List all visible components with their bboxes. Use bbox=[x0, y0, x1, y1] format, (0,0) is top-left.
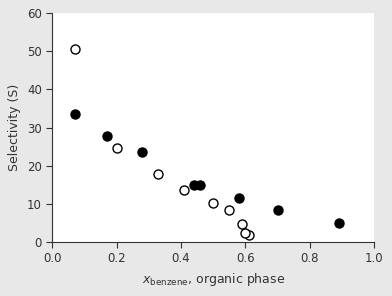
Y-axis label: Selectivity (S): Selectivity (S) bbox=[8, 84, 21, 171]
X-axis label: $x_\mathregular{benzene}$, organic phase: $x_\mathregular{benzene}$, organic phase bbox=[142, 271, 285, 288]
